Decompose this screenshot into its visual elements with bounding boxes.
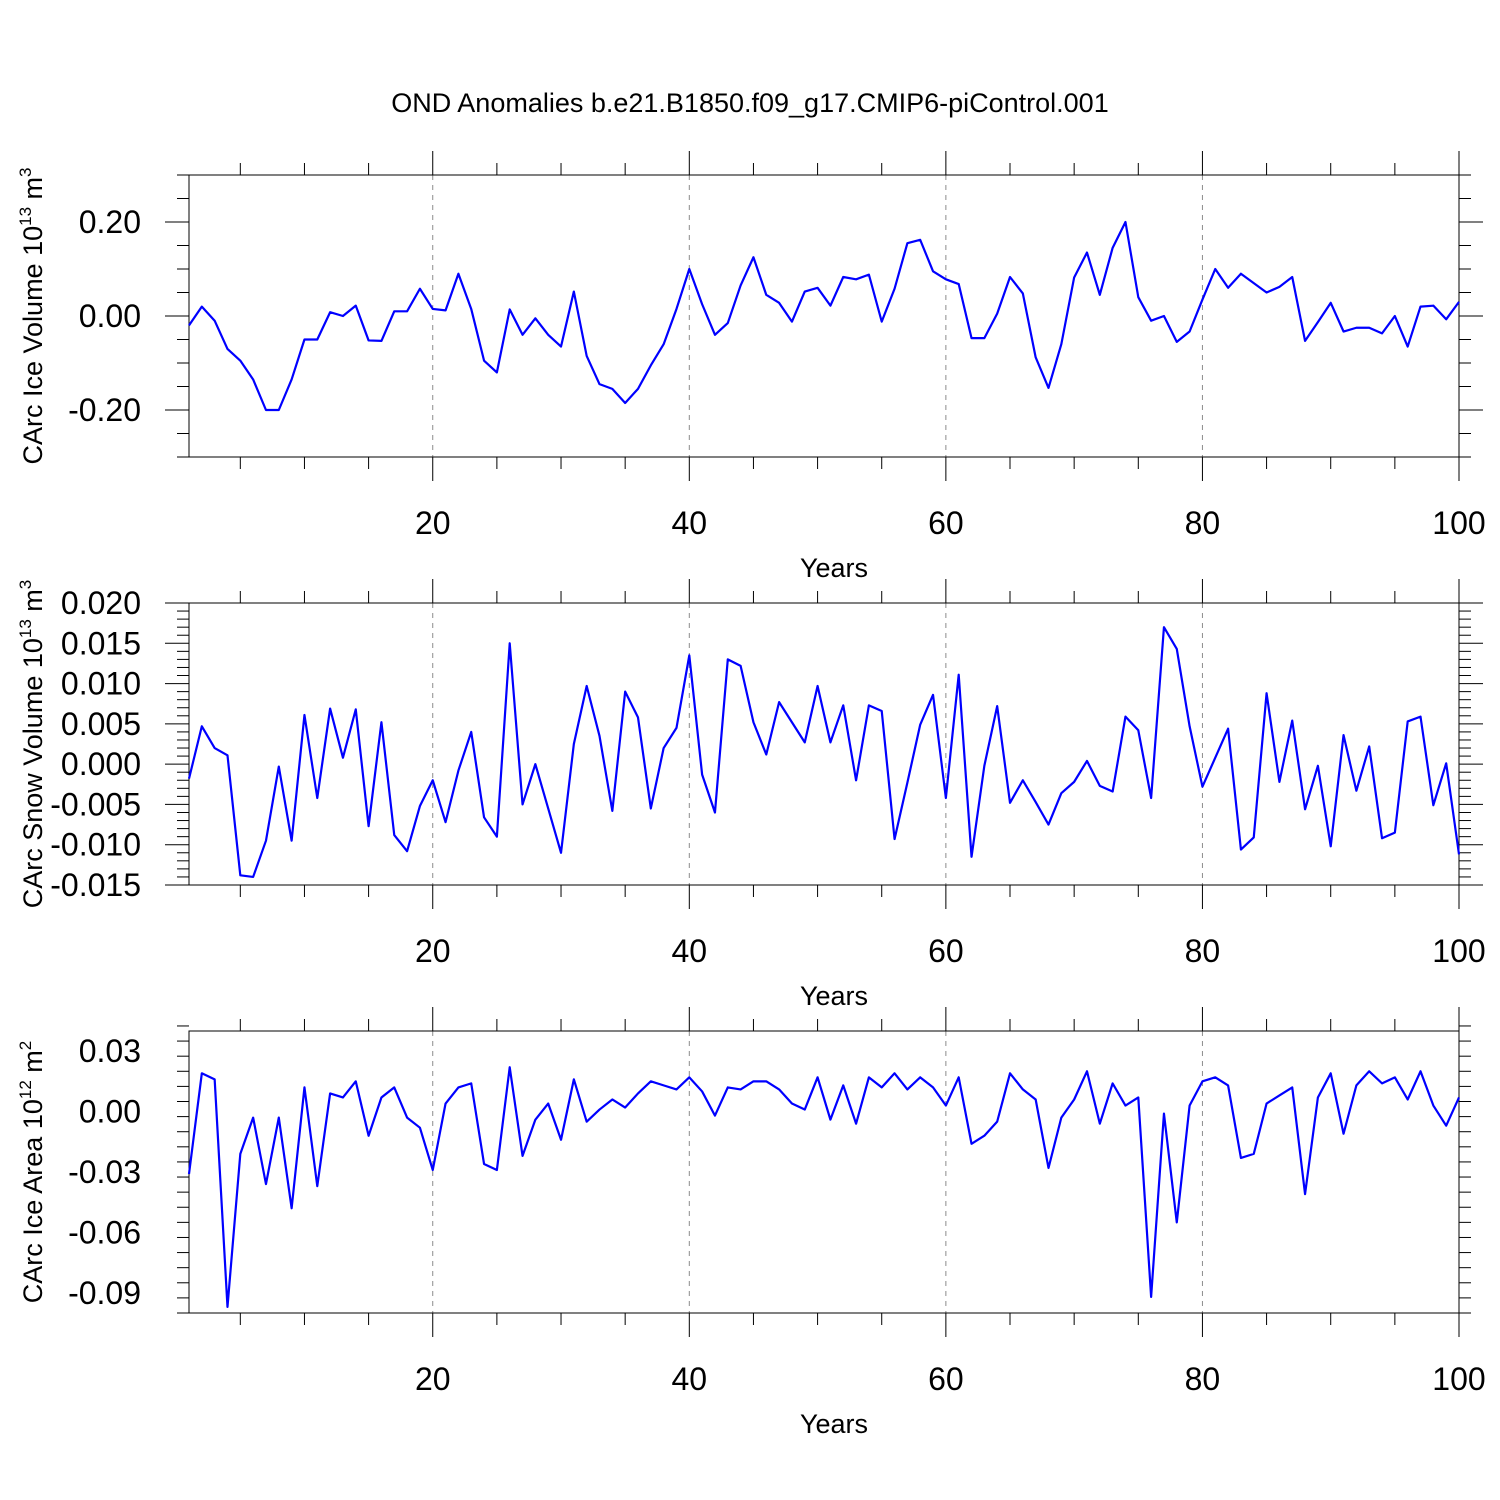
- y-tick-label: 0.00: [79, 1094, 141, 1130]
- x-tick-label: 100: [1432, 505, 1485, 541]
- plot-frame: [188, 174, 1460, 458]
- y-tick-label: 0.015: [61, 625, 141, 661]
- x-tick-label: 40: [672, 505, 708, 541]
- x-tick-label: 20: [415, 1361, 451, 1397]
- series-points: [188, 627, 1460, 877]
- series-line: [188, 220, 1460, 412]
- y-tick-label: -0.015: [50, 867, 141, 903]
- series-line: [187, 626, 1461, 879]
- y-axis-label: CArc Ice Volume 1013 m3: [16, 167, 48, 464]
- panels: 20 40 60 80 100 -0.20 0.00 0.20 Years CArc Ice Vo…: [16, 151, 1486, 1439]
- x-tick-label: 80: [1185, 505, 1221, 541]
- y-tick-label: 0.03: [79, 1033, 141, 1069]
- x-tick-label: 60: [928, 1361, 964, 1397]
- y-tick-label: 0.010: [61, 666, 141, 702]
- x-tick-label: 20: [415, 933, 451, 969]
- y-tick-label: 0.000: [61, 746, 141, 782]
- x-tick-label: 100: [1432, 1361, 1485, 1397]
- y-tick-label: 0.005: [61, 706, 141, 742]
- x-tick-label: 40: [672, 1361, 708, 1397]
- y-tick-label: -0.005: [50, 786, 141, 822]
- series-points: [188, 1067, 1460, 1307]
- y-axis-label: CArc Snow Volume 1013 m3: [16, 580, 48, 909]
- x-tick-label: 80: [1185, 1361, 1221, 1397]
- y-tick-label: -0.03: [68, 1154, 141, 1190]
- x-tick-label: 60: [928, 933, 964, 969]
- plot-frame: [188, 1030, 1460, 1314]
- panel-1: 20 40 60 80 100 -0.20 0.00 0.20 Years CArc Ice Vo…: [16, 151, 1486, 583]
- x-tick-label: 40: [672, 933, 708, 969]
- y-tick-label: 0.20: [79, 204, 141, 240]
- plot-frame: [188, 602, 1460, 886]
- y-tick-label: -0.010: [50, 827, 141, 863]
- x-tick-label: 20: [415, 505, 451, 541]
- y-tick-label: -0.06: [68, 1214, 141, 1250]
- figure-title: OND Anomalies b.e21.B1850.f09_g17.CMIP6-…: [391, 88, 1108, 118]
- y-tick-label: -0.20: [68, 392, 141, 428]
- x-axis-label: Years: [800, 553, 868, 583]
- series-points: [188, 221, 1460, 411]
- panel-2: 20 40 60 80 100 -0.015 -0.010 -0.005 0.000 0.005 0…: [16, 579, 1486, 1011]
- x-axis-label: Years: [800, 981, 868, 1011]
- y-tick-label: 0.020: [61, 585, 141, 621]
- panel-3: 20 40 60 80 100 -0.09 -0.06 -0.03 0.00 0.03 Years C…: [16, 1007, 1486, 1439]
- series-line: [187, 1066, 1461, 1309]
- x-tick-label: 80: [1185, 933, 1221, 969]
- y-axis-label: CArc Ice Area 1012 m2: [16, 1041, 48, 1304]
- x-tick-label: 60: [928, 505, 964, 541]
- x-axis-label: Years: [800, 1409, 868, 1439]
- y-tick-label: -0.09: [68, 1275, 141, 1311]
- x-tick-label: 100: [1432, 933, 1485, 969]
- y-tick-label: 0.00: [79, 298, 141, 334]
